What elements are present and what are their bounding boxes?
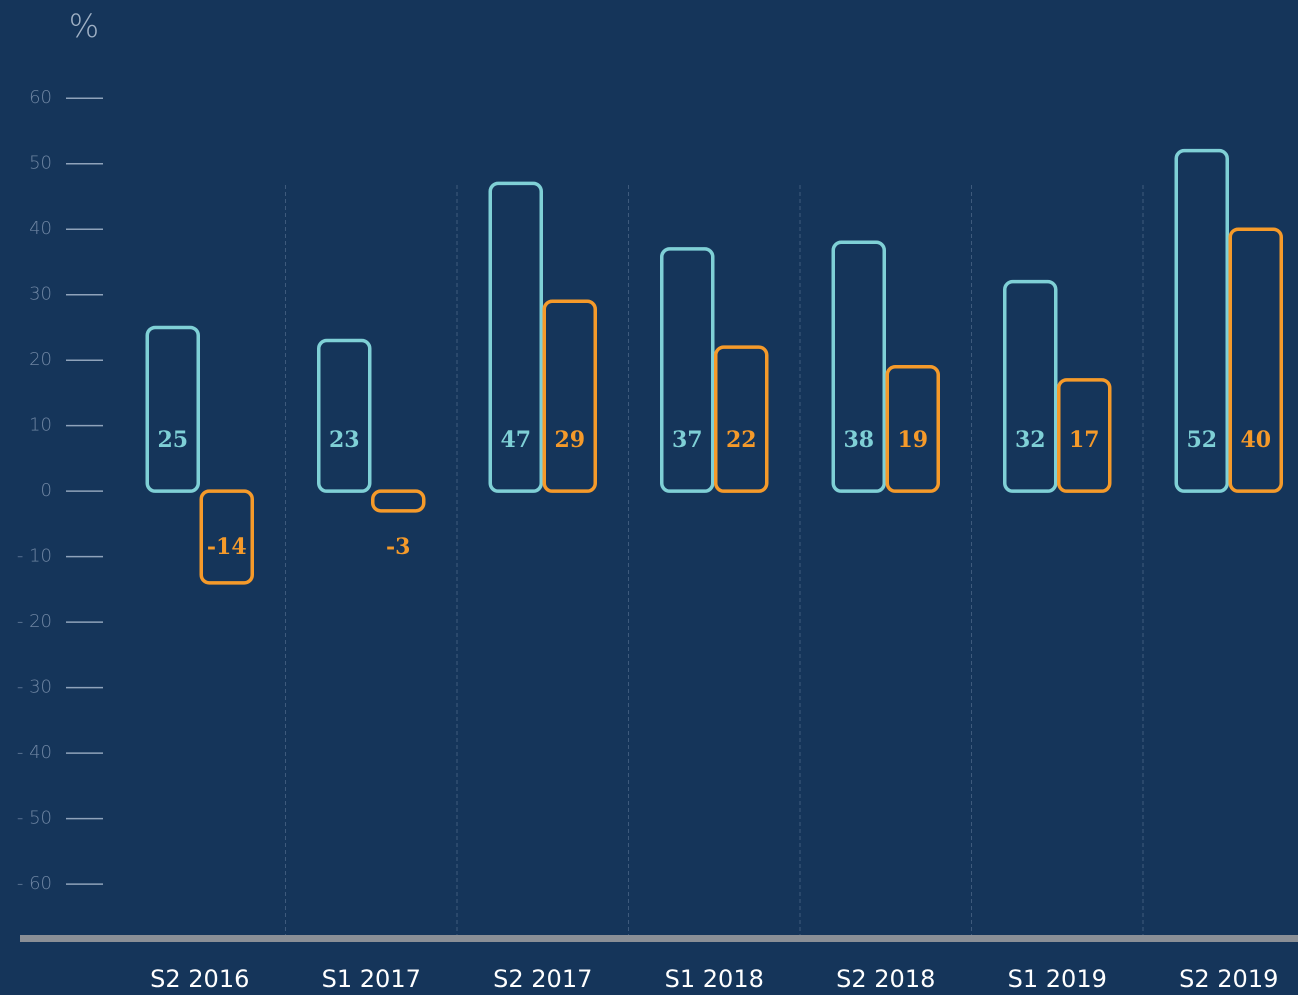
value-label: 17 (1069, 427, 1100, 453)
bar (199, 489, 254, 585)
x-tick-label: S2 2017 (493, 965, 592, 993)
bar (371, 489, 426, 513)
value-label: 47 (500, 427, 531, 453)
y-tick-label: 10 (29, 415, 52, 436)
x-tick-label: S2 2019 (1179, 965, 1278, 993)
y-tick-label: - 20 (17, 611, 52, 632)
bar (1003, 279, 1058, 493)
value-label: 40 (1240, 427, 1271, 453)
value-label: 32 (1015, 427, 1046, 453)
x-tick-label: S1 2019 (1008, 965, 1107, 993)
value-label: 22 (726, 427, 757, 453)
x-tick-label: S2 2018 (836, 965, 935, 993)
value-label: 52 (1186, 427, 1217, 453)
value-label: 29 (554, 427, 585, 453)
y-tick-label: 30 (29, 284, 52, 305)
bar (885, 364, 940, 493)
bar (660, 247, 715, 493)
y-tick-label: 20 (29, 349, 52, 370)
y-tick-label: 0 (41, 480, 52, 501)
value-label: -14 (207, 534, 247, 560)
y-tick-label: - 50 (17, 808, 52, 829)
value-label: 38 (843, 427, 874, 453)
bar (714, 345, 769, 493)
y-tick-label: - 10 (17, 546, 52, 567)
bar (1228, 227, 1283, 493)
bar (542, 299, 597, 493)
y-tick-label: - 30 (17, 677, 52, 698)
y-tick-label: 50 (29, 153, 52, 174)
bar (1174, 148, 1229, 493)
y-tick-label: - 40 (17, 742, 52, 763)
y-tick-label: 40 (29, 218, 52, 239)
value-label: 37 (672, 427, 703, 453)
bar (488, 181, 543, 493)
y-axis-label: % (69, 7, 99, 45)
value-label: 23 (329, 427, 360, 453)
x-tick-label: S1 2017 (322, 965, 421, 993)
bar (831, 240, 886, 493)
y-tick-label: - 60 (17, 873, 52, 894)
value-label: 19 (897, 427, 928, 453)
value-label: 25 (157, 427, 188, 453)
y-tick-label: 60 (29, 87, 52, 108)
bar (317, 338, 372, 493)
x-tick-label: S2 2016 (150, 965, 249, 993)
x-axis (20, 935, 1298, 942)
bar (145, 325, 200, 493)
value-label: -3 (386, 534, 410, 560)
x-tick-label: S1 2018 (665, 965, 764, 993)
bar (1057, 378, 1112, 493)
